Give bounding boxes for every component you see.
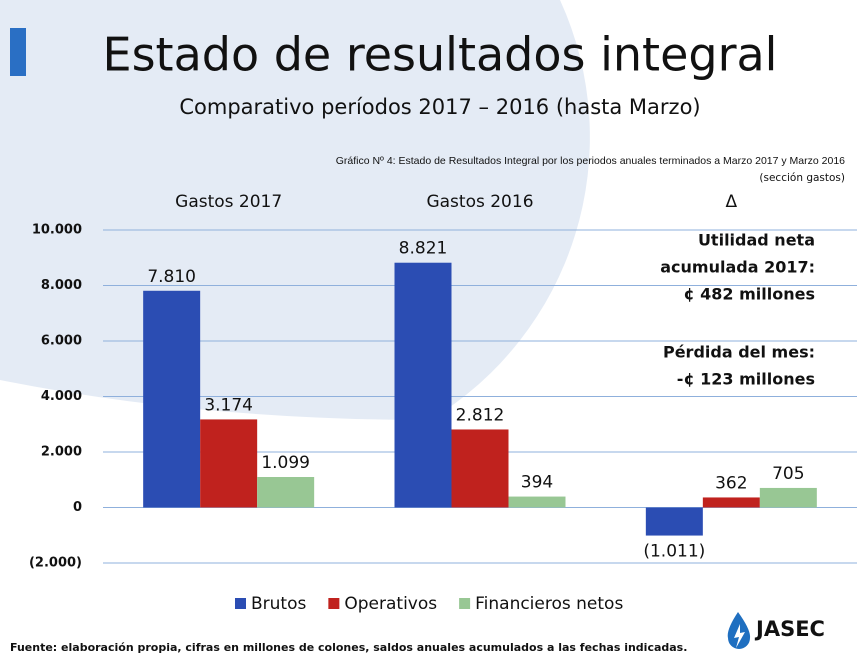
legend-swatch <box>235 598 246 609</box>
bar <box>508 496 566 508</box>
data-label: 394 <box>521 473 553 493</box>
source: Fuente: elaboración propia, cifras en mi… <box>10 641 687 654</box>
legend-label: Operativos <box>344 594 437 614</box>
logo-text: JASEC <box>754 617 825 641</box>
chart-subtitle: (sección gastos) <box>759 172 845 184</box>
category-label: Gastos 2016 <box>426 192 533 212</box>
annotation: Utilidad neta <box>698 231 815 250</box>
bar <box>645 507 703 536</box>
data-label: 2.812 <box>456 405 505 425</box>
annotation: acumulada 2017: <box>660 258 815 277</box>
data-label: 1.099 <box>261 453 310 473</box>
logo: JASEC <box>727 612 825 649</box>
data-label: 7.810 <box>147 267 196 287</box>
data-label: 3.174 <box>204 395 253 415</box>
y-tick-label: 8.000 <box>41 278 82 293</box>
bar <box>257 477 315 508</box>
y-tick-label: 4.000 <box>41 389 82 404</box>
legend-swatch <box>328 598 340 609</box>
bar <box>200 419 258 508</box>
y-tick-label: 0 <box>73 500 82 515</box>
y-tick-label: 10.000 <box>32 223 82 238</box>
data-label: 705 <box>772 464 804 484</box>
y-tick-label: 6.000 <box>41 334 82 349</box>
chart-title: Gráfico Nº 4: Estado de Resultados Integ… <box>336 155 845 167</box>
bar <box>451 429 509 508</box>
bar <box>759 487 817 508</box>
category-label: Δ <box>726 192 738 212</box>
slide-subtitle: Comparativo períodos 2017 – 2016 (hasta … <box>179 95 700 119</box>
annotation: ¢ 482 millones <box>683 285 815 304</box>
category-label: Gastos 2017 <box>175 192 282 212</box>
y-tick-label: (2.000) <box>29 556 82 571</box>
bar <box>702 497 760 508</box>
data-label: 8.821 <box>399 239 448 259</box>
annotation: -¢ 123 millones <box>677 370 815 389</box>
annotation: Pérdida del mes: <box>663 343 815 362</box>
slide-title: Estado de resultados integral <box>103 28 778 82</box>
data-label: (1.011) <box>643 542 705 562</box>
accent-bar <box>10 28 26 76</box>
y-tick-label: 2.000 <box>41 445 82 460</box>
bar <box>143 290 201 508</box>
data-label: 362 <box>715 473 747 493</box>
legend-label: Financieros netos <box>475 594 623 614</box>
legend-swatch <box>459 598 471 609</box>
bar <box>394 262 452 508</box>
logo-bolt <box>734 624 745 648</box>
legend-label: Brutos <box>251 594 306 614</box>
